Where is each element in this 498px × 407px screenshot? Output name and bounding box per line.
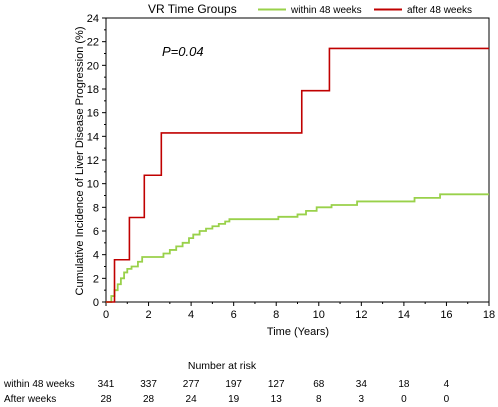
- series-line-within-48-weeks: [106, 193, 489, 303]
- y-tick-label: 10: [87, 179, 99, 191]
- series-line-after-48-weeks: [106, 47, 489, 303]
- risk-cell: 0: [401, 394, 407, 405]
- series-group: [106, 47, 489, 303]
- risk-cell: 8: [316, 394, 322, 405]
- risk-cell: 0: [444, 394, 450, 405]
- risk-cell: 341: [98, 379, 115, 390]
- risk-cell: 18: [398, 379, 410, 390]
- x-axis-ticks: 0 2 4 6 8 10 12 14 16 18: [103, 302, 495, 321]
- x-tick-label: 4: [188, 309, 194, 321]
- y-tick-label: 2: [93, 273, 99, 285]
- y-tick-label: 8: [93, 202, 99, 214]
- y-tick-label: 22: [87, 37, 99, 49]
- risk-cell: 337: [140, 379, 157, 390]
- risk-cell: 34: [356, 379, 368, 390]
- x-tick-label: 8: [273, 309, 279, 321]
- y-tick-label: 14: [87, 131, 99, 143]
- risk-cell: 127: [268, 379, 285, 390]
- y-tick-label: 4: [93, 250, 99, 262]
- risk-cell: 3: [359, 394, 365, 405]
- x-axis-title: Time (Years): [267, 326, 329, 338]
- y-tick-label: 24: [87, 13, 99, 25]
- x-tick-label: 18: [483, 309, 495, 321]
- risk-cell: 13: [271, 394, 283, 405]
- legend: VR Time Groups within 48 weeks after 48 …: [148, 2, 472, 16]
- x-tick-label: 2: [145, 309, 151, 321]
- y-tick-label: 0: [93, 297, 99, 309]
- y-tick-label: 12: [87, 155, 99, 167]
- y-tick-label: 16: [87, 108, 99, 120]
- x-tick-label: 16: [440, 309, 452, 321]
- y-axis-title: Cumulative Incidence of Liver Disease Pr…: [74, 26, 86, 295]
- number-at-risk-table: Number at risk within 48 weeks After wee…: [3, 360, 450, 405]
- y-tick-label: 20: [87, 60, 99, 72]
- x-tick-label: 12: [355, 309, 367, 321]
- y-tick-label: 6: [93, 226, 99, 238]
- plot-frame: [105, 17, 490, 303]
- x-tick-label: 10: [313, 309, 325, 321]
- risk-cell: 24: [186, 394, 198, 405]
- risk-cell: 19: [228, 394, 240, 405]
- risk-cell: 197: [225, 379, 242, 390]
- risk-table-title: Number at risk: [188, 360, 257, 372]
- risk-cell: 28: [143, 394, 155, 405]
- plot-area: [105, 17, 490, 303]
- risk-cell: 4: [444, 379, 450, 390]
- x-tick-label: 0: [103, 309, 109, 321]
- y-tick-label: 18: [87, 84, 99, 96]
- risk-row-label-after-weeks: After weeks: [4, 394, 56, 405]
- p-value-annotation: P=0.04: [162, 44, 204, 59]
- x-tick-label: 14: [398, 309, 410, 321]
- risk-cell: 277: [183, 379, 200, 390]
- legend-label-after-48-weeks: after 48 weeks: [407, 5, 472, 16]
- risk-table-cells: 341 337 277 197 127 68 34 18 4 28 28 24 19 13 8 3 0 0: [98, 379, 450, 405]
- legend-label-within-48-weeks: within 48 weeks: [290, 5, 362, 16]
- legend-title: VR Time Groups: [148, 2, 237, 16]
- risk-cell: 28: [100, 394, 112, 405]
- risk-cell: 68: [313, 379, 325, 390]
- x-tick-label: 6: [231, 309, 237, 321]
- risk-row-label-within-48-weeks: within 48 weeks: [3, 379, 75, 390]
